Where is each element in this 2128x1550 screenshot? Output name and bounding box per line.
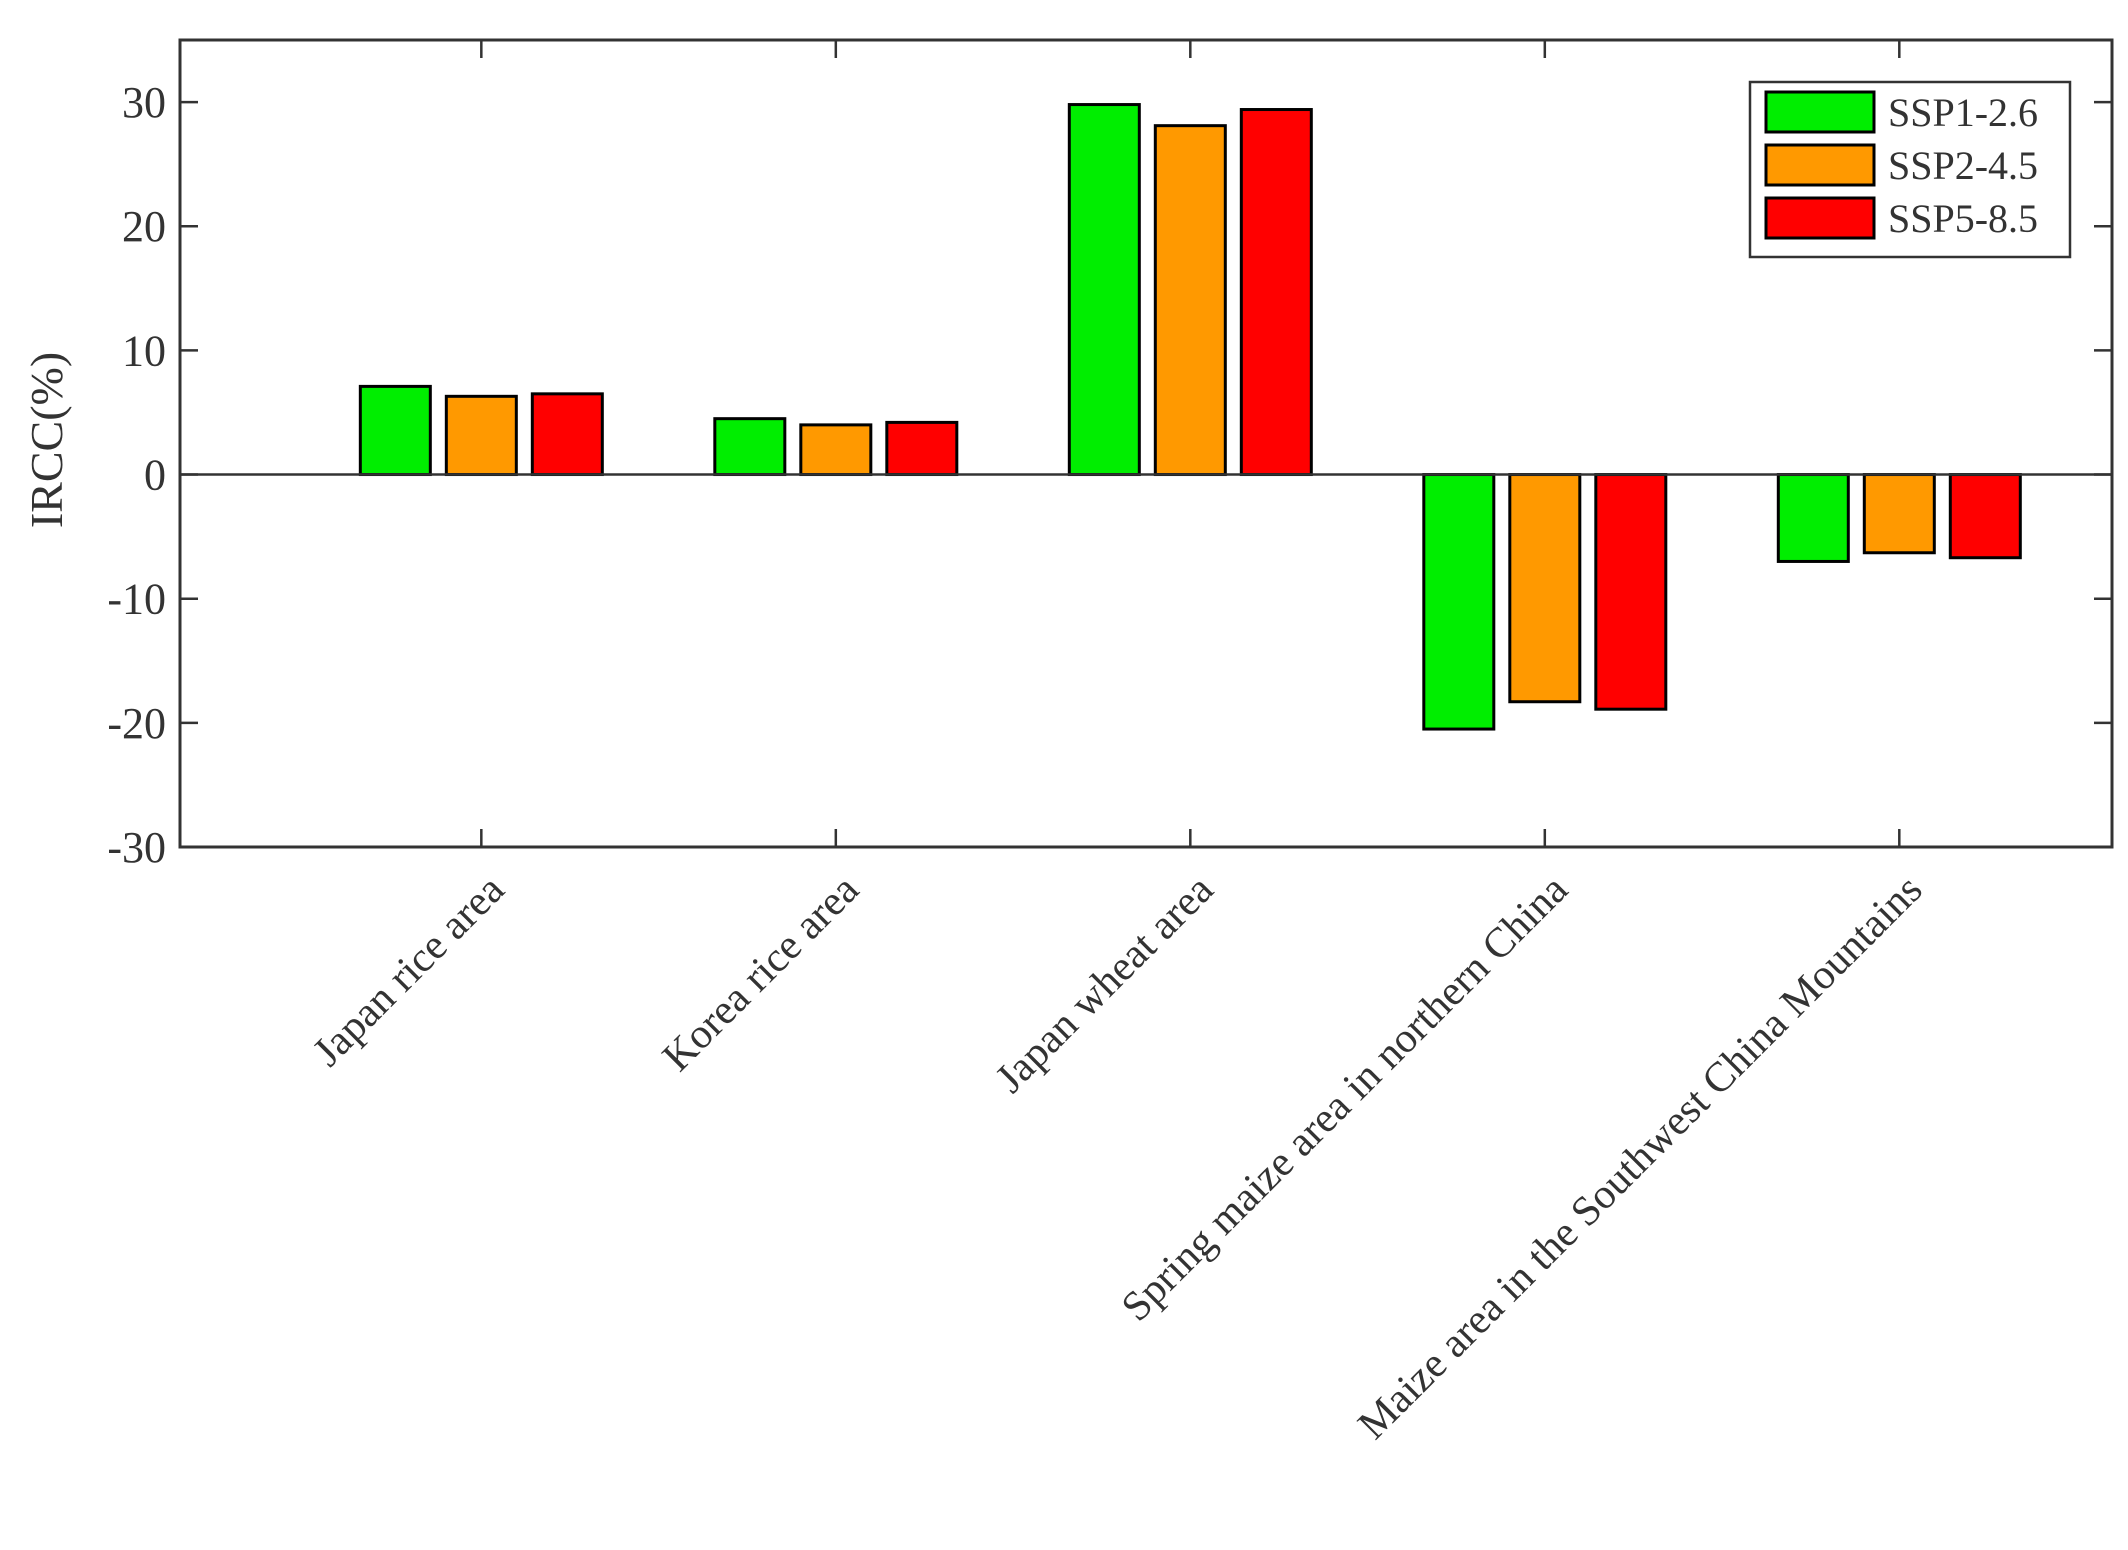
y-tick-label: 10 [122, 326, 166, 375]
plot-frame [178, 38, 2114, 849]
legend-swatch [1764, 196, 1876, 240]
legend-swatch [1764, 143, 1876, 187]
bar-ssp2-4-5-cat-3 [1508, 473, 1582, 704]
bar-ssp1-2-6-cat-2 [1067, 103, 1141, 477]
bar-ssp1-2-6-cat-3 [1422, 473, 1496, 731]
bar-ssp2-4-5-cat-0 [444, 394, 518, 477]
bar-ssp2-4-5-cat-2 [1153, 124, 1227, 477]
y-tick-label: -10 [107, 575, 166, 624]
legend-label: SSP2-4.5 [1888, 143, 2038, 188]
legend-label: SSP5-8.5 [1888, 196, 2038, 241]
y-tick-label: -20 [107, 699, 166, 748]
y-tick-label: 20 [122, 202, 166, 251]
y-tick-label: -30 [107, 823, 166, 872]
bar-ssp2-4-5-cat-4 [1862, 473, 1936, 555]
legend-label: SSP1-2.6 [1888, 90, 2038, 135]
x-category-label: Korea rice area [654, 866, 868, 1080]
x-category-label: Japan rice area [304, 866, 513, 1075]
y-tick-label: 0 [144, 451, 166, 500]
bar-ssp1-2-6-cat-1 [713, 417, 787, 477]
bar-ssp1-2-6-cat-0 [358, 384, 432, 477]
legend-swatch [1764, 90, 1876, 134]
y-axis-title: IRCC(%) [21, 352, 72, 528]
bar-ssp2-4-5-cat-1 [799, 423, 873, 477]
bar-ssp5-8-5-cat-1 [885, 420, 959, 477]
y-tick-label: 30 [122, 78, 166, 127]
bar-ssp5-8-5-cat-0 [530, 392, 604, 477]
bar-ssp5-8-5-cat-4 [1948, 473, 2022, 560]
bar-ssp1-2-6-cat-4 [1776, 473, 1850, 563]
x-category-label: Japan wheat area [987, 866, 1223, 1102]
bar-ssp5-8-5-cat-2 [1239, 108, 1313, 477]
x-category-label: Maize area in the Southwest China Mounta… [1350, 867, 1932, 1449]
bar-ssp5-8-5-cat-3 [1594, 473, 1668, 711]
